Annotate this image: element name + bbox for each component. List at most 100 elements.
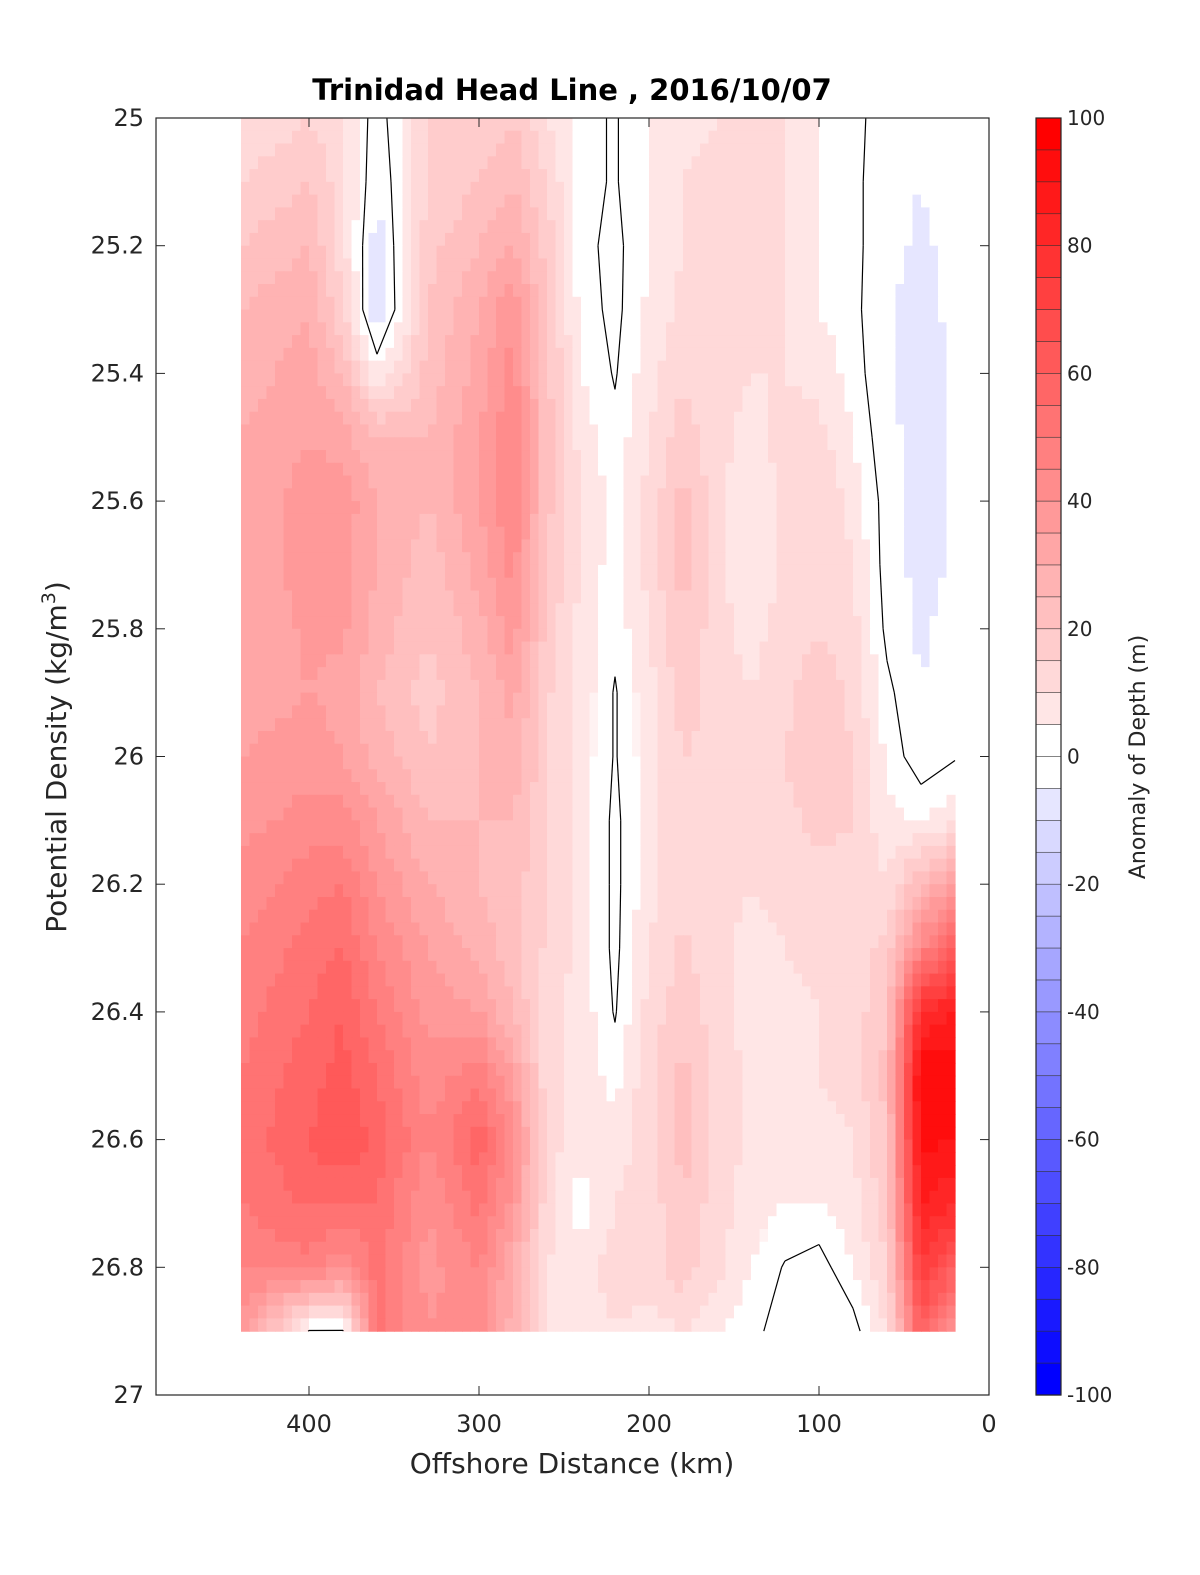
heatmap-cell	[598, 667, 608, 681]
heatmap-cell	[436, 245, 446, 260]
heatmap-cell	[878, 309, 888, 323]
heatmap-cell	[487, 782, 497, 796]
heatmap-cell	[292, 296, 302, 311]
heatmap-cell	[708, 284, 718, 298]
heatmap-cell	[411, 820, 421, 834]
heatmap-cell	[394, 373, 404, 387]
heatmap-cell	[317, 858, 327, 873]
heatmap-cell	[445, 513, 455, 528]
heatmap-cell	[351, 654, 361, 668]
heatmap-cell	[589, 667, 599, 681]
heatmap-cell	[810, 462, 820, 477]
heatmap-cell	[419, 373, 429, 387]
heatmap-cell	[241, 335, 251, 349]
heatmap-cell	[555, 679, 565, 694]
heatmap-cell	[861, 705, 871, 719]
heatmap-cell	[785, 692, 795, 707]
heatmap-cell	[938, 539, 948, 553]
heatmap-cell	[793, 130, 803, 145]
heatmap-cell	[793, 143, 803, 157]
heatmap-cell	[768, 513, 778, 528]
heatmap-cell	[640, 756, 650, 770]
heatmap-cell	[360, 782, 370, 796]
heatmap-cell	[411, 756, 421, 770]
heatmap-cell	[649, 347, 659, 362]
heatmap-cell	[810, 782, 820, 796]
heatmap-cell	[700, 769, 710, 783]
heatmap-cell	[615, 322, 625, 336]
heatmap-cell	[810, 807, 820, 821]
heatmap-cell	[547, 807, 557, 821]
heatmap-cell	[793, 347, 803, 362]
heatmap-cell	[538, 462, 548, 477]
heatmap-cell	[479, 411, 489, 426]
heatmap-cell	[674, 794, 684, 809]
heatmap-cell	[377, 539, 387, 553]
heatmap-cell	[555, 513, 565, 528]
heatmap-cell	[249, 424, 259, 438]
heatmap-cell	[615, 220, 625, 234]
heatmap-cell	[487, 156, 497, 170]
heatmap-cell	[436, 143, 446, 157]
heatmap-cell	[351, 628, 361, 643]
heatmap-cell	[241, 245, 251, 260]
heatmap-cell	[640, 220, 650, 234]
heatmap-cell	[385, 322, 395, 336]
heatmap-cell	[759, 705, 769, 719]
heatmap-cell	[674, 156, 684, 170]
heatmap-cell	[776, 858, 786, 873]
heatmap-cell	[275, 271, 285, 285]
heatmap-cell	[708, 488, 718, 502]
heatmap-cell	[674, 654, 684, 668]
heatmap-cell	[708, 475, 718, 489]
heatmap-cell	[810, 552, 820, 566]
heatmap-cell	[751, 398, 761, 413]
heatmap-cell	[623, 513, 633, 528]
heatmap-cell	[878, 679, 888, 694]
heatmap-cell	[385, 296, 395, 311]
heatmap-cell	[300, 207, 310, 221]
heatmap-cell	[445, 590, 455, 604]
heatmap-cell	[538, 564, 548, 579]
heatmap-cell	[479, 424, 489, 438]
heatmap-cell	[861, 398, 871, 413]
heatmap-cell	[640, 411, 650, 426]
heatmap-cell	[411, 730, 421, 745]
heatmap-cell	[487, 232, 497, 247]
heatmap-cell	[683, 156, 693, 170]
heatmap-cell	[496, 309, 506, 323]
heatmap-cell	[802, 679, 812, 694]
heatmap-cell	[640, 705, 650, 719]
heatmap-cell	[496, 398, 506, 413]
heatmap-cell	[751, 539, 761, 553]
heatmap-cell	[598, 807, 608, 821]
heatmap-cell	[351, 462, 361, 477]
heatmap-cell	[555, 667, 565, 681]
heatmap-cell	[810, 309, 820, 323]
heatmap-cell	[377, 858, 387, 873]
heatmap-cell	[275, 794, 285, 809]
heatmap-cell	[360, 424, 370, 438]
heatmap-cell	[691, 130, 701, 145]
heatmap-cell	[666, 322, 676, 336]
heatmap-cell	[768, 258, 778, 272]
heatmap-cell	[802, 552, 812, 566]
heatmap-cell	[649, 156, 659, 170]
heatmap-cell	[462, 743, 472, 758]
heatmap-cell	[700, 437, 710, 451]
heatmap-cell	[844, 156, 854, 170]
heatmap-cell	[700, 322, 710, 336]
heatmap-cell	[683, 169, 693, 183]
heatmap-cell	[258, 437, 268, 451]
heatmap-cell	[666, 513, 676, 528]
heatmap-cell	[479, 232, 489, 247]
heatmap-cell	[827, 577, 837, 592]
heatmap-cell	[810, 513, 820, 528]
heatmap-cell	[802, 169, 812, 183]
heatmap-cell	[538, 232, 548, 247]
heatmap-cell	[861, 232, 871, 247]
heatmap-cell	[853, 360, 863, 374]
heatmap-cell	[853, 296, 863, 311]
heatmap-cell	[453, 322, 463, 336]
heatmap-cell	[870, 782, 880, 796]
